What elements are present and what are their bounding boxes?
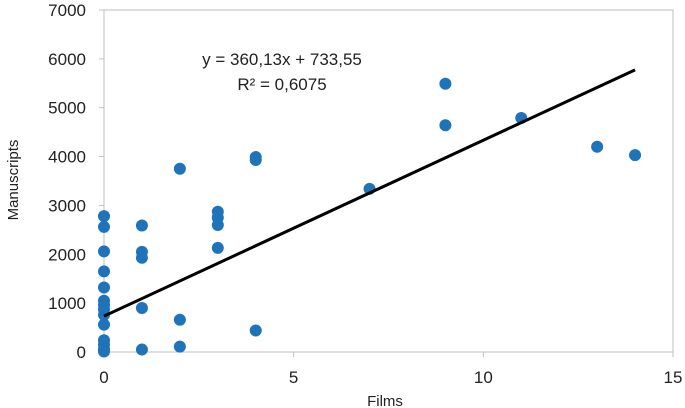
y-tick-label: 1000: [48, 294, 86, 313]
y-tick-label: 3000: [48, 196, 86, 215]
y-tick-label: 0: [77, 343, 86, 362]
data-point: [98, 220, 110, 233]
data-point: [173, 313, 186, 326]
data-point: [98, 265, 110, 278]
data-point: [135, 343, 148, 356]
tick-labels: 0 1000 2000 3000 4000 5000 6000 7000 0 5 10 15: [48, 1, 682, 387]
data-point: [98, 210, 110, 223]
trendline-r-squared: R² = 0,6075: [237, 75, 326, 94]
y-tick-label: 6000: [48, 50, 86, 69]
trendline: [103, 68, 636, 318]
trendline-equation: y = 360,13x + 733,55: [202, 50, 362, 69]
x-tick-label: 5: [289, 368, 298, 387]
x-tick-label: 10: [474, 368, 493, 387]
x-tick-label: 0: [99, 368, 108, 387]
plot-area-border: [103, 9, 674, 353]
y-axis-title: Manuscripts: [5, 140, 22, 221]
x-axis-title: Films: [367, 393, 403, 408]
data-point: [98, 245, 110, 258]
data-point: [439, 77, 452, 90]
data-point: [173, 162, 186, 175]
data-point: [249, 153, 262, 166]
data-point: [629, 149, 642, 162]
data-point: [211, 218, 224, 231]
data-point: [173, 340, 186, 353]
data-point: [135, 302, 148, 315]
y-tick-label: 5000: [48, 99, 86, 118]
data-point: [98, 345, 110, 358]
y-tick-label: 2000: [48, 245, 86, 264]
data-point: [211, 241, 224, 254]
data-point: [135, 251, 148, 264]
data-points: [98, 77, 642, 358]
axes: [99, 9, 674, 357]
y-tick-label: 4000: [48, 148, 86, 167]
data-point: [591, 140, 604, 153]
data-point: [439, 119, 452, 132]
data-point: [98, 318, 110, 331]
x-tick-label: 15: [664, 368, 683, 387]
data-point: [249, 324, 262, 337]
data-point: [135, 219, 148, 232]
y-tick-label: 7000: [48, 1, 86, 20]
data-point: [98, 281, 110, 294]
trendline-group: [103, 68, 636, 318]
